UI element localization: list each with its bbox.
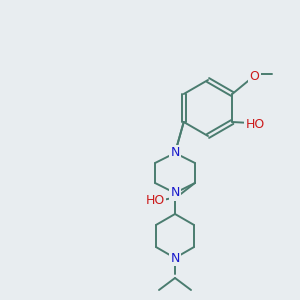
Text: H: H: [256, 118, 265, 130]
Text: N: N: [170, 251, 180, 265]
Text: HO: HO: [145, 194, 164, 208]
Text: N: N: [170, 146, 180, 160]
Text: HO: HO: [246, 118, 265, 130]
Text: N: N: [170, 187, 180, 200]
Text: O: O: [249, 70, 259, 83]
